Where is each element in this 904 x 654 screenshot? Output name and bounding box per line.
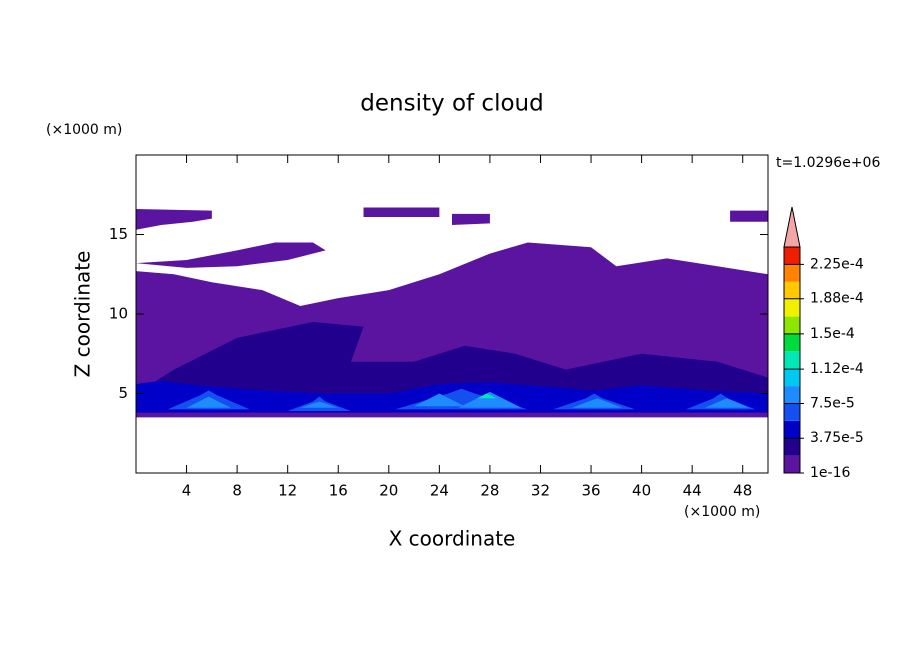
contour-region: [136, 242, 326, 268]
colorbar-band: [784, 333, 800, 352]
contour-region: [414, 393, 465, 407]
contour-region: [572, 398, 623, 408]
colorbar-band: [784, 403, 800, 421]
x-tick-label: 20: [379, 482, 398, 500]
colorbar-band: [784, 386, 800, 404]
colorbar-band: [784, 281, 800, 300]
x-tick-label: 24: [430, 482, 449, 500]
colorbar-band: [784, 264, 800, 282]
x-axis-label: X coordinate: [389, 527, 516, 551]
x-tick-label: 28: [480, 482, 499, 500]
contour-region: [477, 393, 497, 399]
x-tick-label: 4: [182, 482, 192, 500]
colorbar-band: [784, 351, 800, 369]
colorbar-tick-label: 2.25e-4: [810, 256, 864, 272]
y-tick-label: 15: [109, 225, 128, 243]
contour-region: [186, 396, 231, 408]
contour-region: [300, 401, 339, 408]
x-tick-label: 8: [232, 482, 242, 500]
colorbar-tick-label: 3.75e-5: [810, 430, 864, 446]
contour-region: [704, 398, 750, 408]
x-tick-label: 48: [733, 482, 752, 500]
x-unit: (×1000 m): [684, 504, 760, 520]
colorbar-band: [784, 299, 800, 317]
y-axis-label: Z coordinate: [71, 251, 95, 378]
colorbar-band: [784, 438, 800, 456]
contour-region: [730, 210, 768, 222]
colorbar-band: [784, 316, 800, 334]
colorbar-tick-label: 1.12e-4: [810, 361, 864, 377]
x-tick-label: 16: [329, 482, 348, 500]
contour-region: [458, 391, 522, 408]
colorbar-tick-label: 1.88e-4: [810, 291, 864, 307]
x-tick-label: 32: [531, 482, 550, 500]
x-tick-label: 36: [581, 482, 600, 500]
colorbar-band: [784, 455, 800, 473]
colorbar-tick-label: 1e-16: [810, 465, 850, 481]
colorbar-extension: [783, 206, 801, 248]
contour-region: [363, 207, 440, 218]
colorbar-tick-label: 7.5e-5: [810, 395, 855, 411]
colorbar-tick-label: 1.5e-4: [810, 326, 855, 342]
y-unit: (×1000 m): [46, 122, 122, 138]
x-tick-label: 12: [278, 482, 297, 500]
y-tick-label: 10: [109, 305, 128, 323]
contour-region: [452, 213, 490, 225]
colorbar-band: [784, 247, 800, 265]
chart-title: density of cloud: [360, 91, 543, 117]
contour-region: [136, 321, 768, 410]
x-tick-label: 44: [683, 482, 702, 500]
time-label: t=1.0296e+06: [776, 155, 880, 171]
colorbar-band: [784, 368, 800, 387]
y-tick-label: 5: [118, 384, 128, 402]
colorbar-band: [784, 420, 800, 439]
x-tick-label: 40: [632, 482, 651, 500]
contour-region: [136, 209, 212, 230]
